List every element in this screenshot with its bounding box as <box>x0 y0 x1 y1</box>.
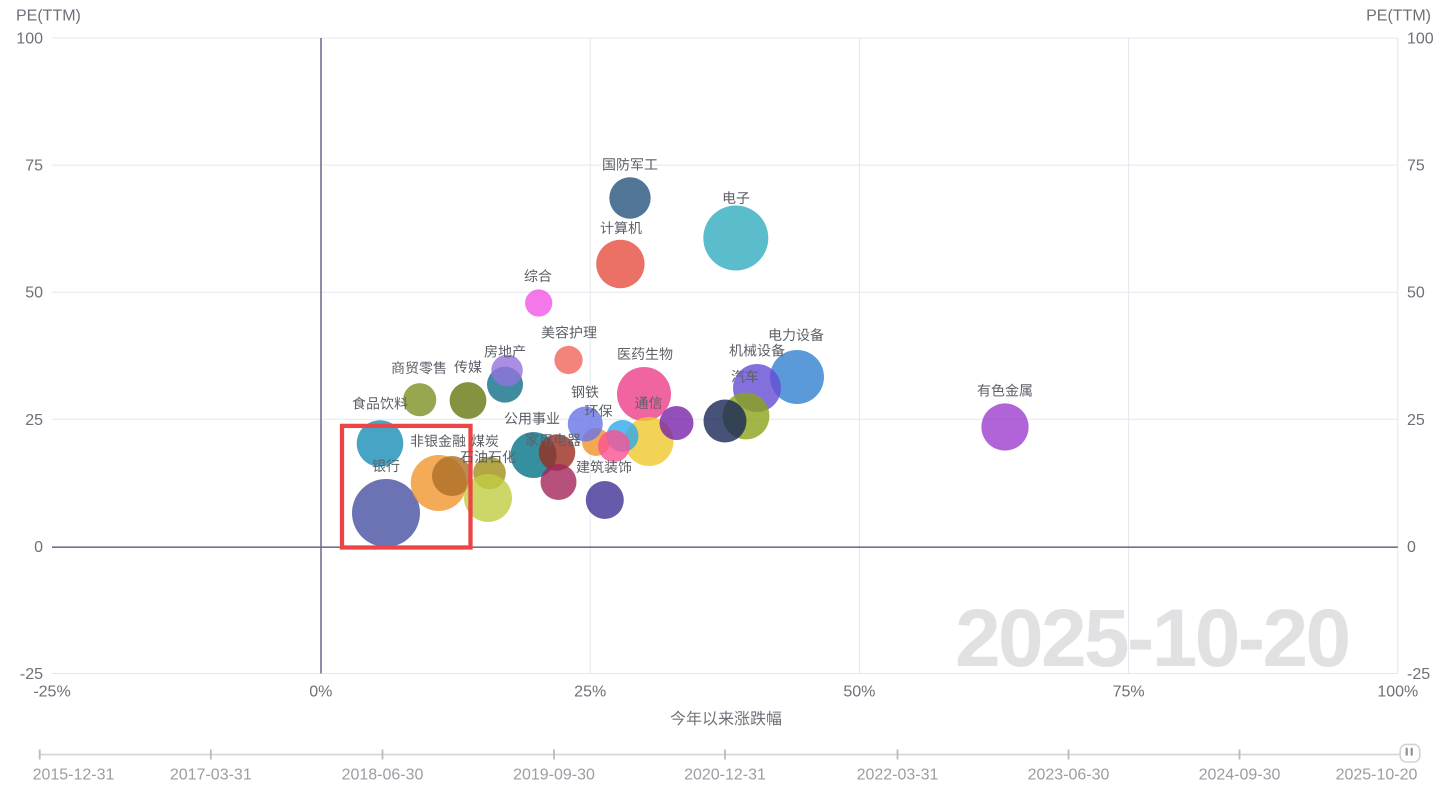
svg-text:2022-03-31: 2022-03-31 <box>857 767 939 784</box>
svg-text:PE(TTM): PE(TTM) <box>1366 8 1431 25</box>
svg-text:-25%: -25% <box>33 684 70 701</box>
svg-text:75%: 75% <box>1113 684 1145 701</box>
svg-text:2015-12-31: 2015-12-31 <box>33 767 115 784</box>
svg-text:0%: 0% <box>309 684 332 701</box>
svg-text:2024-09-30: 2024-09-30 <box>1199 767 1281 784</box>
svg-text:2017-03-31: 2017-03-31 <box>170 767 252 784</box>
svg-text:25: 25 <box>25 412 43 429</box>
svg-text:100%: 100% <box>1377 684 1418 701</box>
svg-text:0: 0 <box>34 539 43 556</box>
svg-text:100: 100 <box>16 31 43 48</box>
svg-text:-25: -25 <box>1407 666 1430 683</box>
svg-text:50: 50 <box>25 285 43 302</box>
svg-text:75: 75 <box>1407 158 1425 175</box>
svg-text:PE(TTM): PE(TTM) <box>16 8 81 25</box>
svg-text:25%: 25% <box>574 684 606 701</box>
svg-text:2025-10-20: 2025-10-20 <box>1336 767 1418 784</box>
svg-text:25: 25 <box>1407 412 1425 429</box>
svg-text:50%: 50% <box>843 684 875 701</box>
svg-text:-25: -25 <box>20 666 43 683</box>
svg-text:2025-10-20: 2025-10-20 <box>955 593 1348 684</box>
svg-text:100: 100 <box>1407 31 1434 48</box>
svg-text:0: 0 <box>1407 539 1416 556</box>
svg-text:2020-12-31: 2020-12-31 <box>684 767 766 784</box>
svg-text:50: 50 <box>1407 285 1425 302</box>
svg-text:2018-06-30: 2018-06-30 <box>342 767 424 784</box>
svg-text:2019-09-30: 2019-09-30 <box>513 767 595 784</box>
svg-text:75: 75 <box>25 158 43 175</box>
svg-text:2023-06-30: 2023-06-30 <box>1028 767 1110 784</box>
